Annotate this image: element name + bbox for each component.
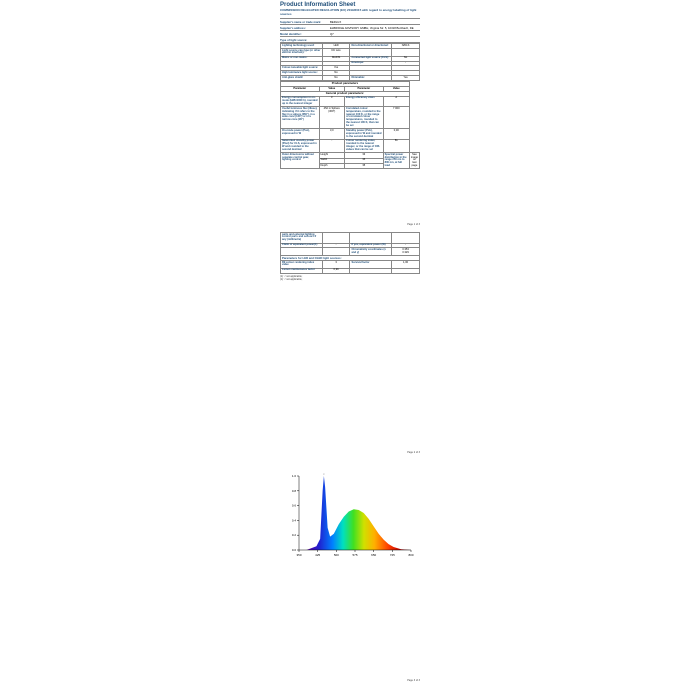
page-2: parts and external lighting control part… <box>0 228 700 456</box>
regulation-subtitle: COMMISSION DELEGATED REGULATION (EU) 201… <box>280 9 420 16</box>
svg-text:725: 725 <box>390 553 395 557</box>
params-table-cont: parts and external lighting control part… <box>280 232 420 274</box>
model-id-value: Q7 <box>330 32 334 36</box>
page-number: Page 3 of 3 <box>407 679 420 682</box>
spectrum-svg: 0.0 0.2 0.4 0.6 0.8 1.0 350 425 500 575 650 725 800 × <box>285 470 415 560</box>
type-label-row: Type of light source: <box>280 36 420 43</box>
page-3: 0.0 0.2 0.4 0.6 0.8 1.0 350 425 500 575 650 725 800 ×… <box>0 456 700 684</box>
footnotes: (1) '-':not applicable; (1) '-':not appl… <box>280 275 420 281</box>
type-table: Lighting technology used:LEDNon-directio… <box>280 43 420 81</box>
svg-text:425: 425 <box>315 553 320 557</box>
page-1: Product Information Sheet COMMISSION DEL… <box>0 0 700 228</box>
type-label: Type of light source: <box>280 38 330 42</box>
svg-text:0.0: 0.0 <box>292 548 297 552</box>
params-table: Product parametersParameterValueParamete… <box>280 81 420 170</box>
supplier-name-value: BERLUX <box>330 20 341 24</box>
page-number: Page 1 of 3 <box>407 223 420 226</box>
supplier-addr-row: Supplier's address: ELBRIDGE ADVISORY GM… <box>280 24 420 30</box>
supplier-addr-label: Supplier's address: <box>280 26 330 30</box>
supplier-addr-value: ELBRIDGE ADVISORY GMBH, Virginia Str. 5,… <box>330 26 414 30</box>
svg-text:0.4: 0.4 <box>292 518 297 522</box>
svg-text:575: 575 <box>352 553 357 557</box>
svg-text:1.0: 1.0 <box>292 474 297 478</box>
svg-text:0.2: 0.2 <box>292 533 297 537</box>
supplier-name-label: Supplier's name or trade mark: <box>280 20 330 24</box>
svg-text:500: 500 <box>334 553 339 557</box>
page-number: Page 2 of 3 <box>407 451 420 454</box>
svg-text:×: × <box>323 473 325 476</box>
model-id-label: Model identifier: <box>280 32 330 36</box>
svg-text:0.6: 0.6 <box>292 504 297 508</box>
svg-text:800: 800 <box>408 553 413 557</box>
svg-text:650: 650 <box>371 553 376 557</box>
svg-text:350: 350 <box>296 553 301 557</box>
spectral-chart: 0.0 0.2 0.4 0.6 0.8 1.0 350 425 500 575 650 725 800 × <box>285 470 415 561</box>
svg-text:0.8: 0.8 <box>292 489 297 493</box>
